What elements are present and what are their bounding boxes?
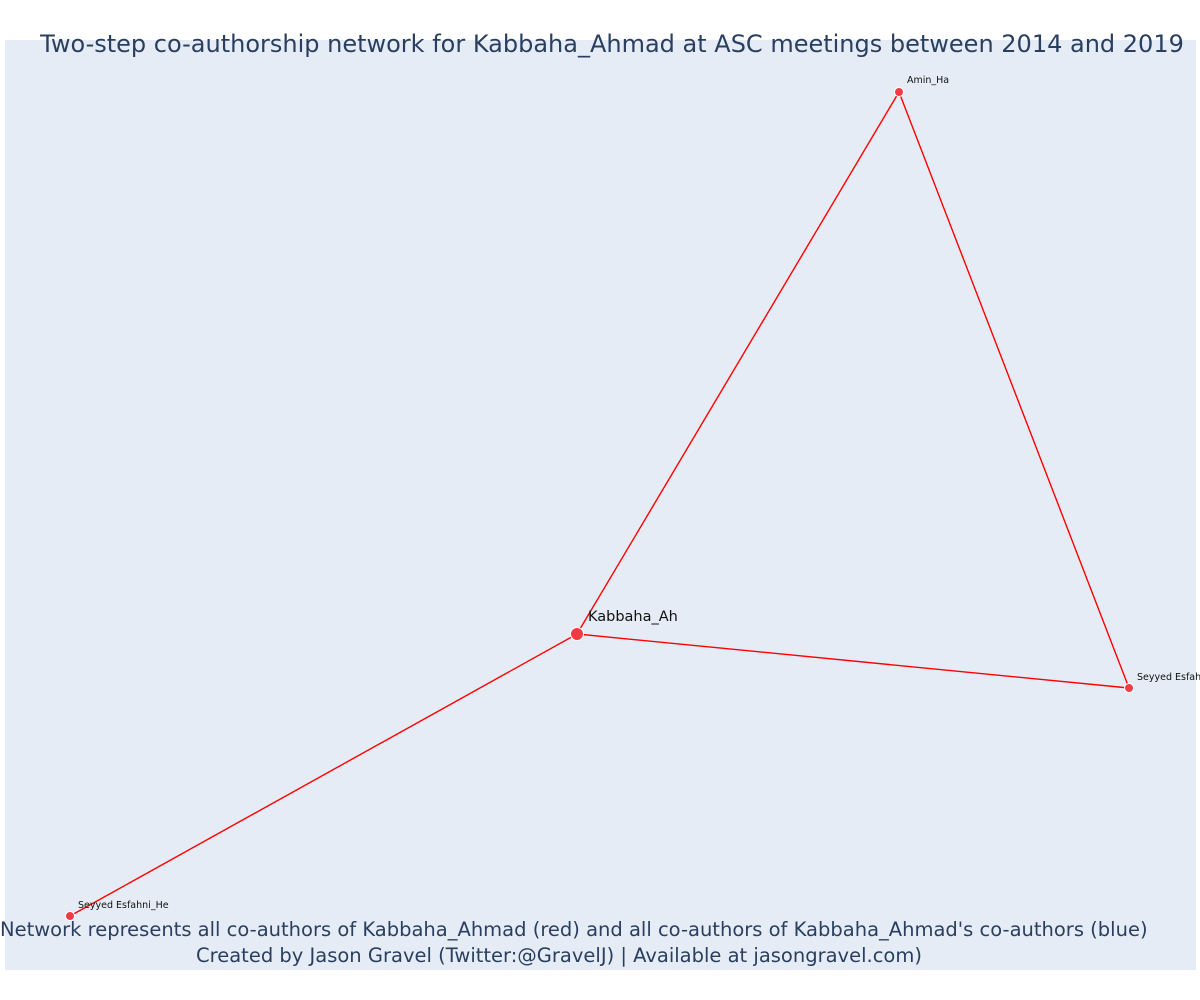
node-seyyed_esfah[interactable] — [1124, 683, 1134, 693]
edge-kabbaha-seyyed_esfah — [576, 633, 1130, 689]
node-seyyed_esfahni[interactable] — [65, 911, 75, 921]
edge-kabbaha-seyyed_esfahni — [69, 633, 578, 917]
plot-area — [5, 40, 1196, 970]
labels-layer: Kabbaha_Ah Amin_Ha Seyyed Esfah Seyyed Esfa… — [78, 75, 1200, 911]
edges-layer — [69, 91, 1130, 917]
node-label-seyyed_esfah: Seyyed Esfah — [1137, 672, 1200, 683]
node-label-seyyed_esfahni: Seyyed Esfahni_He — [78, 900, 169, 911]
nodes-layer — [65, 87, 1134, 921]
node-label-kabbaha: Kabbaha_Ah — [588, 609, 678, 625]
edge-kabbaha-amin — [576, 91, 900, 635]
node-amin[interactable] — [894, 87, 904, 97]
node-label-amin: Amin_Ha — [907, 75, 949, 86]
caption-line-1: Network represents all co-authors of Kab… — [0, 918, 1148, 941]
edge-amin-seyyed_esfah — [898, 91, 1130, 689]
caption-line-2: Created by Jason Gravel (Twitter:@Gravel… — [196, 944, 922, 967]
chart-title: Two-step co-authorship network for Kabba… — [40, 30, 1184, 58]
node-kabbaha[interactable] — [570, 627, 584, 641]
